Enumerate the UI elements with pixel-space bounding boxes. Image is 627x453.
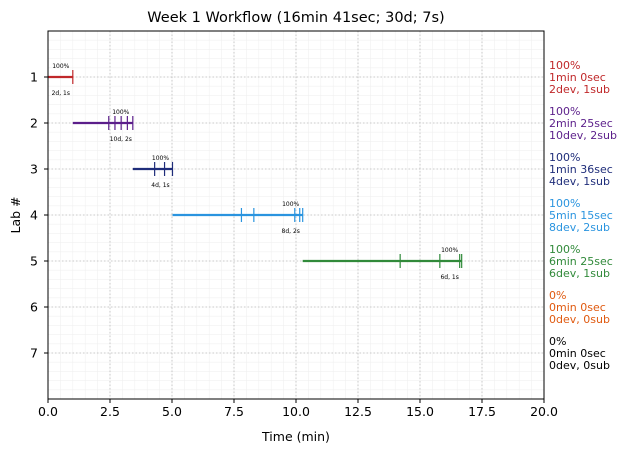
percent-label: 100% [152,155,169,162]
grid-layer [47,30,545,400]
y-tick-label: 5 [30,254,38,269]
x-tick-label: 5.0 [162,404,182,419]
lab-summary-line: 10dev, 2sub [549,129,617,142]
lab-summary-line: 2min 25sec [549,117,613,130]
percent-label: 100% [112,109,129,116]
lab-summary-line: 0% [549,335,566,348]
count-label: 8d, 2s [282,228,300,235]
y-tick-label: 4 [30,208,38,223]
lab-summary-line: 0dev, 0sub [549,313,610,326]
lab-summary-line: 0min 0sec [549,347,606,360]
lab-summary-line: 0min 0sec [549,301,606,314]
lab-summary-line: 100% [549,243,580,256]
x-tick-label: 17.5 [468,404,496,419]
x-tick-label: 7.5 [224,404,244,419]
lab-summary-line: 100% [549,151,580,164]
lab-summary-line: 2dev, 1sub [549,83,610,96]
marks-layer: 100% 2d, 1s 100% 10d, 2s 100% 4d, 1s 100% 8d, 2… [48,63,463,281]
lab-summary-line: 6min 25sec [549,255,613,268]
y-tick-label: 6 [30,300,38,315]
count-label: 10d, 2s [110,136,132,143]
lab-summary-line: 100% [549,59,580,72]
x-axis-label: Time (min) [261,429,330,444]
percent-label: 100% [441,247,458,254]
lab-summary-line: 8dev, 2sub [549,221,610,234]
percent-label: 100% [52,63,69,70]
x-tick-label: 20.0 [530,404,558,419]
count-label: 2d, 1s [52,90,70,97]
lab-summary-line: 4dev, 1sub [549,175,610,188]
lab-summary-line: 1min 36sec [549,163,613,176]
y-tick-label: 3 [30,162,38,177]
y-tick-label: 1 [30,70,38,85]
y-tick-label: 7 [30,346,38,361]
x-tick-label: 2.5 [100,404,120,419]
lab-summary-line: 100% [549,105,580,118]
y-tick-label: 2 [30,116,38,131]
y-axis-label: Lab # [8,196,23,233]
lab-summary-line: 5min 15sec [549,209,613,222]
count-label: 4d, 1s [151,182,169,189]
chart-title: Week 1 Workflow (16min 41sec; 30d; 7s) [147,10,444,26]
count-label: 6d, 1s [440,274,458,281]
x-tick-label: 10.0 [282,404,310,419]
lab-summary-line: 100% [549,197,580,210]
lab-summary-line: 0dev, 0sub [549,359,610,372]
x-tick-label: 12.5 [344,404,372,419]
percent-label: 100% [282,201,299,208]
lab-summary-line: 6dev, 1sub [549,267,610,280]
lab-summary-line: 0% [549,289,566,302]
lab-summary-line: 1min 0sec [549,71,606,84]
x-tick-label: 0.0 [38,404,58,419]
ticks-layer: 0.0 2.5 5.0 7.5 10.0 12.5 15.0 17.5 20.0 1 2 3 4 5 6 7 [30,70,558,420]
x-tick-label: 15.0 [406,404,434,419]
